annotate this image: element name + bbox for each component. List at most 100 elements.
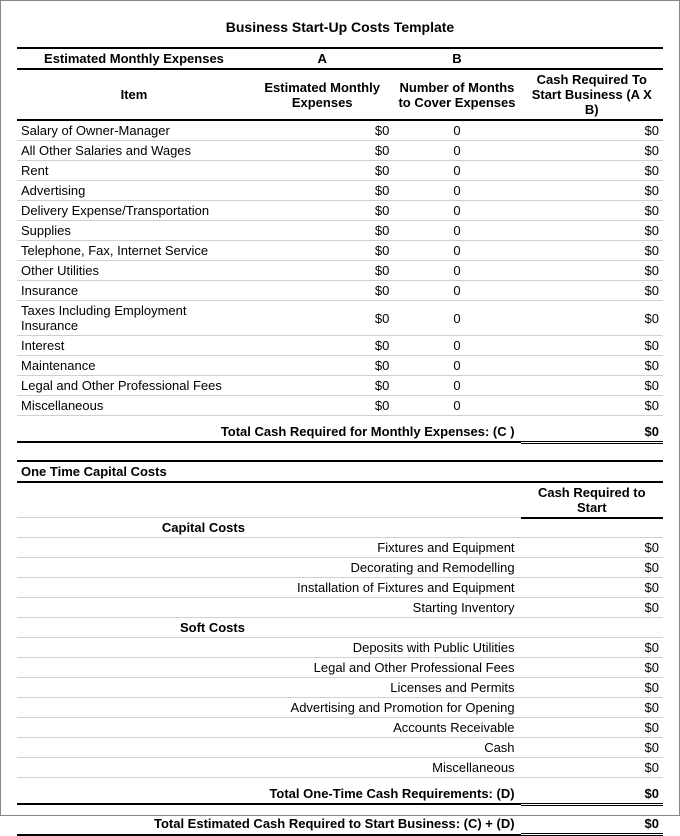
cash-cell: $0	[521, 141, 663, 161]
item-cell: Miscellaneous	[17, 396, 251, 416]
grand-total-label: Total Estimated Cash Required to Start B…	[17, 814, 521, 835]
months-cell: 0	[393, 281, 520, 301]
cost-item-cell: Miscellaneous	[251, 758, 521, 778]
table-row: Starting Inventory$0	[17, 598, 663, 618]
cash-cell: $0	[521, 181, 663, 201]
months-cell: 0	[393, 120, 520, 141]
header-est: Estimated Monthly Expenses	[251, 69, 393, 120]
cash-cell: $0	[521, 161, 663, 181]
item-cell: Other Utilities	[17, 261, 251, 281]
col-cash-spacer	[521, 48, 663, 69]
cost-item-cell: Advertising and Promotion for Opening	[251, 698, 521, 718]
est-cell: $0	[251, 301, 393, 336]
soft-costs-header: Soft Costs	[17, 618, 251, 638]
table-row: Miscellaneous$0	[17, 758, 663, 778]
cash-cell: $0	[521, 221, 663, 241]
cost-item-cell: Fixtures and Equipment	[251, 538, 521, 558]
months-cell: 0	[393, 356, 520, 376]
cost-item-cell: Installation of Fixtures and Equipment	[251, 578, 521, 598]
table-row: Interest$00$0	[17, 336, 663, 356]
months-cell: 0	[393, 241, 520, 261]
table-row: Legal and Other Professional Fees$0	[17, 658, 663, 678]
capital-costs-header: Capital Costs	[17, 518, 251, 538]
est-cell: $0	[251, 201, 393, 221]
table-row: Advertising and Promotion for Opening$0	[17, 698, 663, 718]
months-cell: 0	[393, 376, 520, 396]
cash-cell: $0	[521, 356, 663, 376]
cost-cash-cell: $0	[521, 678, 663, 698]
table-row: Installation of Fixtures and Equipment$0	[17, 578, 663, 598]
monthly-total-label: Total Cash Required for Monthly Expenses…	[17, 422, 521, 443]
table-row: Licenses and Permits$0	[17, 678, 663, 698]
cash-cell: $0	[521, 396, 663, 416]
months-cell: 0	[393, 336, 520, 356]
cash-cell: $0	[521, 120, 663, 141]
item-cell: Telephone, Fax, Internet Service	[17, 241, 251, 261]
cost-cash-cell: $0	[521, 638, 663, 658]
est-cell: $0	[251, 120, 393, 141]
table-row: Advertising$00$0	[17, 181, 663, 201]
months-cell: 0	[393, 181, 520, 201]
onetime-total-label: Total One-Time Cash Requirements: (D)	[17, 784, 521, 805]
cost-cash-cell: $0	[521, 578, 663, 598]
table-row: Legal and Other Professional Fees$00$0	[17, 376, 663, 396]
est-cell: $0	[251, 221, 393, 241]
est-cell: $0	[251, 261, 393, 281]
table-row: All Other Salaries and Wages$00$0	[17, 141, 663, 161]
cash-cell: $0	[521, 301, 663, 336]
table-row: Decorating and Remodelling$0	[17, 558, 663, 578]
onetime-costs-table: One Time Capital Costs Cash Required to …	[17, 460, 663, 836]
header-cash: Cash Required To Start Business (A X B)	[521, 69, 663, 120]
cost-cash-cell: $0	[521, 718, 663, 738]
monthly-section-header: Estimated Monthly Expenses	[17, 48, 251, 69]
months-cell: 0	[393, 261, 520, 281]
table-row: Taxes Including Employment Insurance$00$…	[17, 301, 663, 336]
months-cell: 0	[393, 396, 520, 416]
table-row: Telephone, Fax, Internet Service$00$0	[17, 241, 663, 261]
item-cell: Taxes Including Employment Insurance	[17, 301, 251, 336]
table-row: Rent$00$0	[17, 161, 663, 181]
est-cell: $0	[251, 241, 393, 261]
item-cell: All Other Salaries and Wages	[17, 141, 251, 161]
table-row: Deposits with Public Utilities$0	[17, 638, 663, 658]
est-cell: $0	[251, 181, 393, 201]
cost-cash-cell: $0	[521, 738, 663, 758]
item-cell: Salary of Owner-Manager	[17, 120, 251, 141]
item-cell: Delivery Expense/Transportation	[17, 201, 251, 221]
cost-item-cell: Legal and Other Professional Fees	[251, 658, 521, 678]
cost-cash-cell: $0	[521, 698, 663, 718]
table-row: Supplies$00$0	[17, 221, 663, 241]
est-cell: $0	[251, 141, 393, 161]
cash-cell: $0	[521, 241, 663, 261]
cost-item-cell: Licenses and Permits	[251, 678, 521, 698]
item-cell: Advertising	[17, 181, 251, 201]
monthly-expenses-table: Estimated Monthly Expenses A B Item Esti…	[17, 47, 663, 444]
est-cell: $0	[251, 356, 393, 376]
table-row: Accounts Receivable$0	[17, 718, 663, 738]
cost-cash-cell: $0	[521, 538, 663, 558]
cash-cell: $0	[521, 201, 663, 221]
cash-cell: $0	[521, 261, 663, 281]
item-cell: Interest	[17, 336, 251, 356]
table-row: Maintenance$00$0	[17, 356, 663, 376]
template-page: Business Start-Up Costs Template Estimat…	[0, 0, 680, 816]
est-cell: $0	[251, 376, 393, 396]
item-cell: Maintenance	[17, 356, 251, 376]
col-b-header: B	[393, 48, 520, 69]
table-row: Cash$0	[17, 738, 663, 758]
cash-cell: $0	[521, 281, 663, 301]
item-cell: Rent	[17, 161, 251, 181]
table-row: Insurance$00$0	[17, 281, 663, 301]
cost-cash-cell: $0	[521, 758, 663, 778]
est-cell: $0	[251, 161, 393, 181]
cost-item-cell: Accounts Receivable	[251, 718, 521, 738]
cost-item-cell: Starting Inventory	[251, 598, 521, 618]
header-months: Number of Months to Cover Expenses	[393, 69, 520, 120]
est-cell: $0	[251, 336, 393, 356]
grand-total-value: $0	[521, 814, 663, 835]
months-cell: 0	[393, 141, 520, 161]
months-cell: 0	[393, 201, 520, 221]
item-cell: Insurance	[17, 281, 251, 301]
table-row: Salary of Owner-Manager$00$0	[17, 120, 663, 141]
item-cell: Legal and Other Professional Fees	[17, 376, 251, 396]
